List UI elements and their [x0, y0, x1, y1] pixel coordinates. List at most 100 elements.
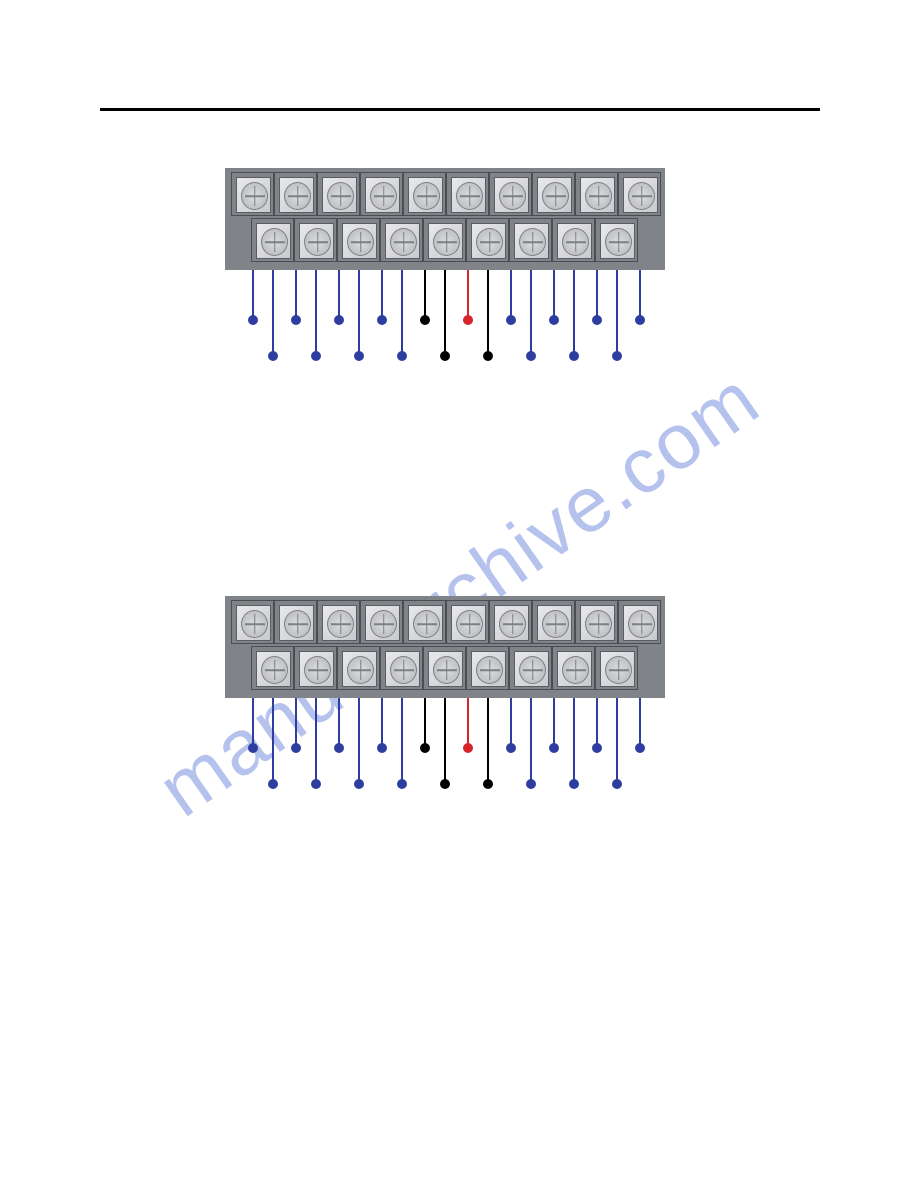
- screw-plate: [428, 223, 463, 259]
- screw-head: [562, 228, 589, 256]
- screw-head: [542, 182, 569, 210]
- terminal-cell: [466, 218, 509, 262]
- wire-bottom: [315, 270, 317, 356]
- terminal-cell: [294, 218, 337, 262]
- screw-plate: [494, 177, 529, 213]
- screw-head: [347, 656, 374, 684]
- wire-endpoint: [354, 351, 364, 361]
- wire-top: [381, 698, 383, 748]
- wire-bottom: [358, 698, 360, 784]
- wire-endpoint: [440, 779, 450, 789]
- screw-plate: [428, 651, 463, 687]
- screw-plate: [279, 177, 314, 213]
- screw-head: [327, 610, 354, 638]
- screw-head: [413, 610, 440, 638]
- terminal-cell: [552, 218, 595, 262]
- wire-top: [467, 698, 469, 748]
- screw-head: [370, 182, 397, 210]
- screw-head: [476, 228, 503, 256]
- wire-bottom: [315, 698, 317, 784]
- wire-endpoint: [526, 351, 536, 361]
- terminal-row: [251, 218, 638, 262]
- terminal-block: [225, 596, 665, 597]
- screw-head: [304, 228, 331, 256]
- screw-plate: [365, 605, 400, 641]
- wire-endpoint: [483, 779, 493, 789]
- screw-plate: [256, 651, 291, 687]
- wire-endpoint: [397, 779, 407, 789]
- terminal-cell: [575, 600, 618, 644]
- wire-top: [381, 270, 383, 320]
- screw-plate: [451, 605, 486, 641]
- terminal-cell: [274, 172, 317, 216]
- screw-plate: [236, 605, 271, 641]
- wire-endpoint: [569, 779, 579, 789]
- wire-endpoint: [549, 315, 559, 325]
- wire-endpoint: [440, 351, 450, 361]
- screw-head: [456, 610, 483, 638]
- screw-plate: [451, 177, 486, 213]
- wire-endpoint: [506, 315, 516, 325]
- wire-endpoint: [612, 779, 622, 789]
- terminal-cell: [337, 646, 380, 690]
- terminal-cell: [403, 172, 446, 216]
- wire-top: [510, 270, 512, 320]
- screw-head: [284, 182, 311, 210]
- terminal-row: [251, 646, 638, 690]
- wire-top: [639, 270, 641, 320]
- terminal-cell: [446, 172, 489, 216]
- wire-endpoint: [592, 315, 602, 325]
- wire-endpoint: [311, 351, 321, 361]
- screw-plate: [580, 605, 615, 641]
- terminal-cell: [466, 646, 509, 690]
- wire-endpoint: [354, 779, 364, 789]
- screw-plate: [557, 651, 592, 687]
- wire-endpoint: [635, 743, 645, 753]
- screw-head: [413, 182, 440, 210]
- wire-endpoint: [291, 315, 301, 325]
- wire-bottom: [616, 270, 618, 356]
- wire-bottom: [272, 270, 274, 356]
- page: manualarchive.com: [0, 0, 918, 1188]
- screw-head: [562, 656, 589, 684]
- terminal-cell: [360, 600, 403, 644]
- watermark-text: manualarchive.com: [142, 353, 776, 835]
- terminal-cell: [532, 600, 575, 644]
- wire-bottom: [530, 698, 532, 784]
- terminal-block: [225, 168, 665, 169]
- screw-plate: [471, 223, 506, 259]
- wire-endpoint: [549, 743, 559, 753]
- screw-plate: [256, 223, 291, 259]
- wire-top: [553, 270, 555, 320]
- wire-endpoint: [268, 351, 278, 361]
- terminal-cell: [231, 172, 274, 216]
- screw-plate: [279, 605, 314, 641]
- screw-plate: [365, 177, 400, 213]
- terminal-cell: [337, 218, 380, 262]
- wire-top: [639, 698, 641, 748]
- wire-bottom: [573, 698, 575, 784]
- wire-bottom: [444, 270, 446, 356]
- screw-head: [456, 182, 483, 210]
- wire-top: [295, 270, 297, 320]
- wire-endpoint: [463, 743, 473, 753]
- terminal-cell: [489, 172, 532, 216]
- wire-endpoint: [377, 743, 387, 753]
- wire-endpoint: [506, 743, 516, 753]
- wire-endpoint: [334, 743, 344, 753]
- terminal-cell: [489, 600, 532, 644]
- screw-plate: [471, 651, 506, 687]
- screw-plate: [494, 605, 529, 641]
- wire-endpoint: [248, 315, 258, 325]
- terminal-cell: [294, 646, 337, 690]
- terminal-cell: [317, 172, 360, 216]
- terminal-cell: [509, 646, 552, 690]
- horizontal-rule: [100, 108, 820, 111]
- terminal-cell: [403, 600, 446, 644]
- screw-head: [433, 656, 460, 684]
- screw-head: [476, 656, 503, 684]
- screw-head: [261, 228, 288, 256]
- terminal-cell: [231, 600, 274, 644]
- screw-plate: [322, 177, 357, 213]
- screw-plate: [342, 223, 377, 259]
